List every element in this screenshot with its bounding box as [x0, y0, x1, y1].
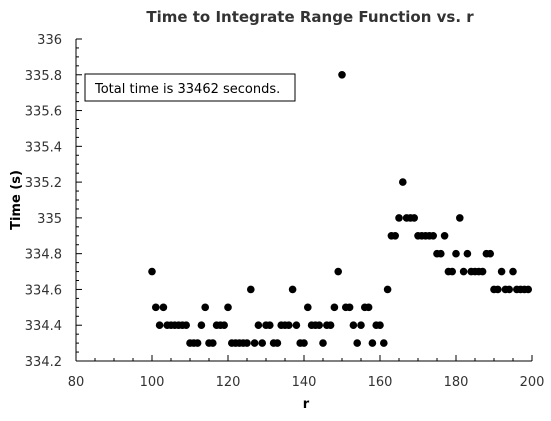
- data-point: [441, 232, 449, 240]
- annotation-box: Total time is 33462 seconds.: [85, 74, 295, 101]
- y-tick-label: 334.2: [25, 355, 62, 370]
- data-point: [486, 250, 494, 258]
- data-point: [338, 71, 346, 79]
- data-point: [353, 339, 361, 347]
- data-point: [509, 268, 517, 276]
- data-point: [498, 268, 506, 276]
- data-point: [224, 304, 232, 312]
- data-point: [380, 339, 388, 347]
- data-point: [243, 339, 251, 347]
- data-point: [524, 286, 532, 294]
- x-tick-label: 100: [140, 375, 165, 390]
- x-tick-label: 180: [444, 375, 469, 390]
- data-point: [274, 339, 282, 347]
- data-point: [258, 339, 266, 347]
- y-ticks: 334.2 334.4 334.6 334.8 335 335.2 335.4 335.6 33…: [25, 33, 82, 370]
- y-tick-label: 334.6: [25, 283, 62, 298]
- data-point: [429, 232, 437, 240]
- data-point: [456, 214, 464, 222]
- data-point: [220, 321, 228, 329]
- data-point: [300, 339, 308, 347]
- data-point: [346, 304, 354, 312]
- x-axis-label: r: [303, 397, 310, 412]
- data-point: [285, 321, 293, 329]
- data-point: [247, 286, 255, 294]
- data-point: [350, 321, 358, 329]
- data-point: [376, 321, 384, 329]
- y-tick-label: 335: [37, 212, 62, 227]
- data-point: [315, 321, 323, 329]
- data-point: [395, 214, 403, 222]
- data-point: [479, 268, 487, 276]
- x-tick-label: 200: [520, 375, 545, 390]
- data-point: [331, 304, 339, 312]
- y-tick-label: 335.6: [25, 105, 62, 120]
- data-point: [460, 268, 468, 276]
- y-tick-label: 334.8: [25, 248, 62, 263]
- data-point: [251, 339, 259, 347]
- y-tick-label: 335.8: [25, 69, 62, 84]
- y-tick-label: 335.4: [25, 140, 62, 155]
- data-point: [156, 321, 164, 329]
- data-points: [148, 71, 532, 347]
- data-point: [437, 250, 445, 258]
- y-tick-label: 336: [37, 33, 62, 48]
- data-point: [198, 321, 206, 329]
- data-point: [452, 250, 460, 258]
- y-tick-label: 335.2: [25, 176, 62, 191]
- data-point: [399, 178, 407, 186]
- data-point: [410, 214, 418, 222]
- chart-title: Time to Integrate Range Function vs. r: [146, 8, 474, 26]
- data-point: [266, 321, 274, 329]
- data-point: [182, 321, 190, 329]
- data-point: [148, 268, 156, 276]
- data-point: [384, 286, 392, 294]
- data-point: [194, 339, 202, 347]
- data-point: [289, 286, 297, 294]
- x-tick-label: 120: [216, 375, 241, 390]
- data-point: [293, 321, 301, 329]
- data-point: [152, 304, 160, 312]
- y-tick-label: 334.4: [25, 319, 62, 334]
- data-point: [160, 304, 168, 312]
- data-point: [505, 286, 513, 294]
- annotation-text: Total time is 33462 seconds.: [94, 82, 280, 97]
- y-axis-label: Time (s): [9, 170, 24, 230]
- data-point: [319, 339, 327, 347]
- data-point: [327, 321, 335, 329]
- data-point: [209, 339, 217, 347]
- data-point: [365, 304, 373, 312]
- x-tick-label: 160: [368, 375, 393, 390]
- x-tick-label: 140: [292, 375, 317, 390]
- x-tick-label: 80: [68, 375, 85, 390]
- data-point: [494, 286, 502, 294]
- data-point: [357, 321, 365, 329]
- x-ticks: 80 100 120 140 160 180 200: [68, 355, 545, 390]
- data-point: [255, 321, 263, 329]
- data-point: [369, 339, 377, 347]
- data-point: [391, 232, 399, 240]
- data-point: [334, 268, 342, 276]
- data-point: [201, 304, 209, 312]
- data-point: [448, 268, 456, 276]
- data-point: [304, 304, 312, 312]
- data-point: [464, 250, 472, 258]
